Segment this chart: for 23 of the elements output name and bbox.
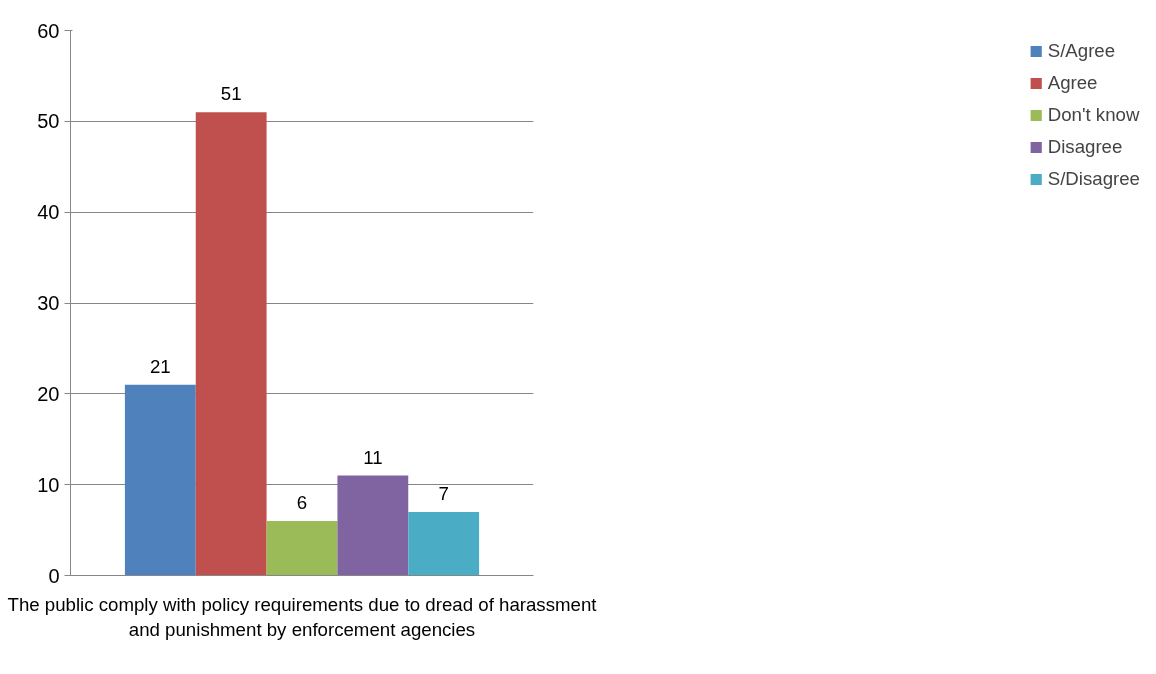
x-tick-label: The public comply with policy requirements due to dread of harassment and punishment by enforcement agencies [7, 593, 598, 640]
y-tick-label: 40 [37, 201, 60, 224]
legend-label: Disagree [1047, 136, 1123, 158]
y-tick-label: 0 [48, 564, 60, 587]
legend-label: S/Agree [1047, 40, 1116, 62]
bar [408, 511, 480, 576]
bar [266, 521, 338, 576]
y-tick-label: 10 [37, 473, 60, 496]
data-label: 11 [363, 446, 383, 468]
data-label: 7 [438, 482, 449, 504]
y-tick-label: 60 [37, 19, 60, 42]
bar [195, 112, 267, 576]
data-label: 51 [220, 83, 242, 105]
bar [337, 475, 409, 576]
data-label: 6 [296, 492, 308, 513]
y-tick-label: 50 [37, 110, 60, 133]
legend-label: Agree [1047, 72, 1098, 94]
legend-label: S/Disagree [1047, 168, 1140, 190]
y-tick-label: 20 [37, 382, 60, 405]
bar [124, 384, 196, 576]
legend-label: Don't know [1047, 104, 1140, 126]
y-tick-label: 30 [37, 292, 60, 314]
data-label: 21 [149, 355, 171, 377]
